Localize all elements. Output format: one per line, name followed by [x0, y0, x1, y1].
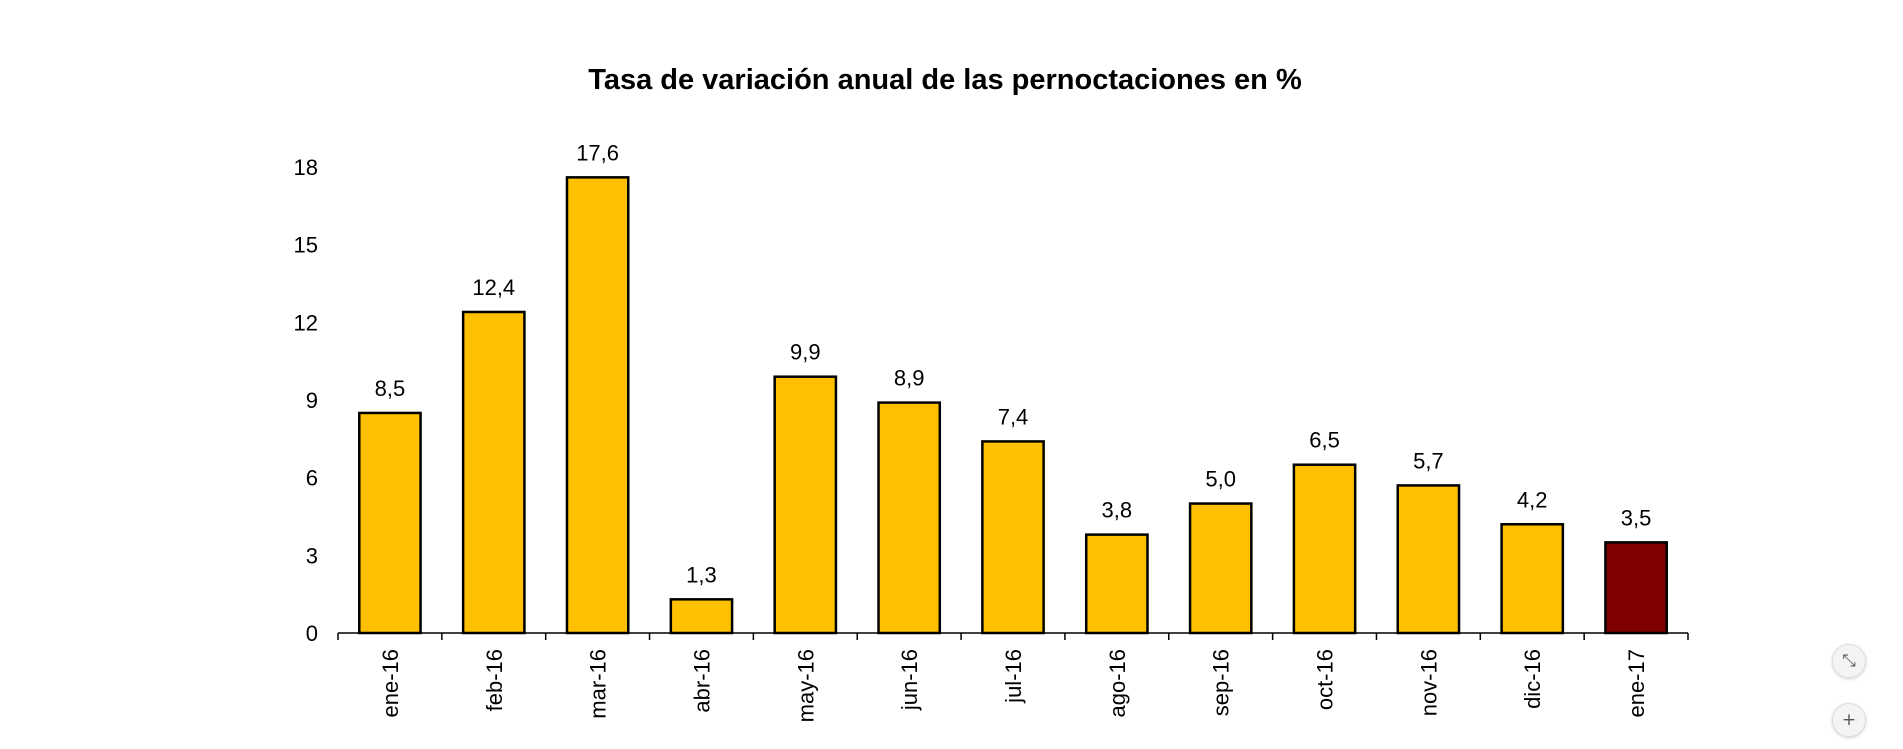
x-tick-label: dic-16	[1520, 649, 1545, 709]
x-tick-label: abr-16	[689, 649, 714, 713]
y-tick-label: 9	[306, 388, 318, 413]
bar	[1604, 541, 1668, 635]
bar	[1292, 463, 1357, 635]
data-label: 3,8	[1102, 498, 1133, 523]
data-label: 9,9	[790, 340, 821, 365]
x-tick-label: mar-16	[586, 649, 611, 719]
bars	[358, 176, 1668, 635]
collapse-icon: ⤡	[1842, 651, 1856, 671]
collapse-button[interactable]: ⤡	[1832, 644, 1866, 678]
bar	[877, 401, 942, 635]
y-tick-label: 15	[294, 233, 318, 258]
bar	[565, 176, 630, 635]
bar	[461, 310, 526, 635]
x-tick-label: oct-16	[1313, 649, 1338, 710]
y-tick-label: 12	[294, 310, 318, 335]
bar	[1500, 523, 1565, 635]
bar	[773, 375, 838, 635]
y-tick-label: 18	[294, 155, 318, 180]
x-tick-label: may-16	[793, 649, 818, 722]
bar	[1188, 502, 1253, 635]
x-tick-label: ene-16	[378, 649, 403, 718]
data-label: 7,4	[998, 404, 1029, 429]
data-label: 4,2	[1517, 487, 1548, 512]
data-label: 5,0	[1205, 467, 1236, 492]
x-tick-label: sep-16	[1209, 649, 1234, 716]
x-tick-label: feb-16	[482, 649, 507, 711]
x-tick-label: jun-16	[897, 649, 922, 711]
bar	[669, 598, 734, 635]
y-tick-label: 3	[306, 543, 318, 568]
data-label: 17,6	[576, 140, 619, 165]
data-label: 1,3	[686, 562, 717, 587]
chart-title: Tasa de variación anual de las pernoctac…	[588, 64, 1302, 96]
bar	[981, 440, 1045, 635]
bar	[1396, 484, 1461, 635]
x-tick-label: jul-16	[1001, 649, 1026, 704]
value-labels: 8,5 12,4 17,6 1,3 9,9 8,9 7,4 3,8 5,0 6,5 5,7 4,2 3,…	[375, 140, 1652, 587]
x-tick-label: nov-16	[1416, 649, 1441, 716]
data-label: 5,7	[1413, 448, 1444, 473]
x-axis: ene-16 feb-16 mar-16 abr-16 may-16 jun-16 jul-…	[337, 632, 1689, 722]
plus-icon: +	[1841, 710, 1857, 730]
x-tick-label: ene-17	[1624, 649, 1649, 718]
data-label: 3,5	[1621, 505, 1652, 530]
data-label: 8,9	[894, 366, 925, 391]
y-axis: 0 3 6 9 12 15 18	[294, 155, 318, 646]
bar	[1084, 533, 1149, 635]
data-label: 6,5	[1309, 428, 1340, 453]
x-tick-label: ago-16	[1105, 649, 1130, 718]
zoom-in-button[interactable]: +	[1832, 703, 1866, 737]
y-tick-label: 0	[306, 621, 318, 646]
y-tick-label: 6	[306, 466, 318, 491]
data-label: 8,5	[375, 376, 406, 401]
bar	[358, 411, 422, 635]
data-label: 12,4	[472, 275, 515, 300]
